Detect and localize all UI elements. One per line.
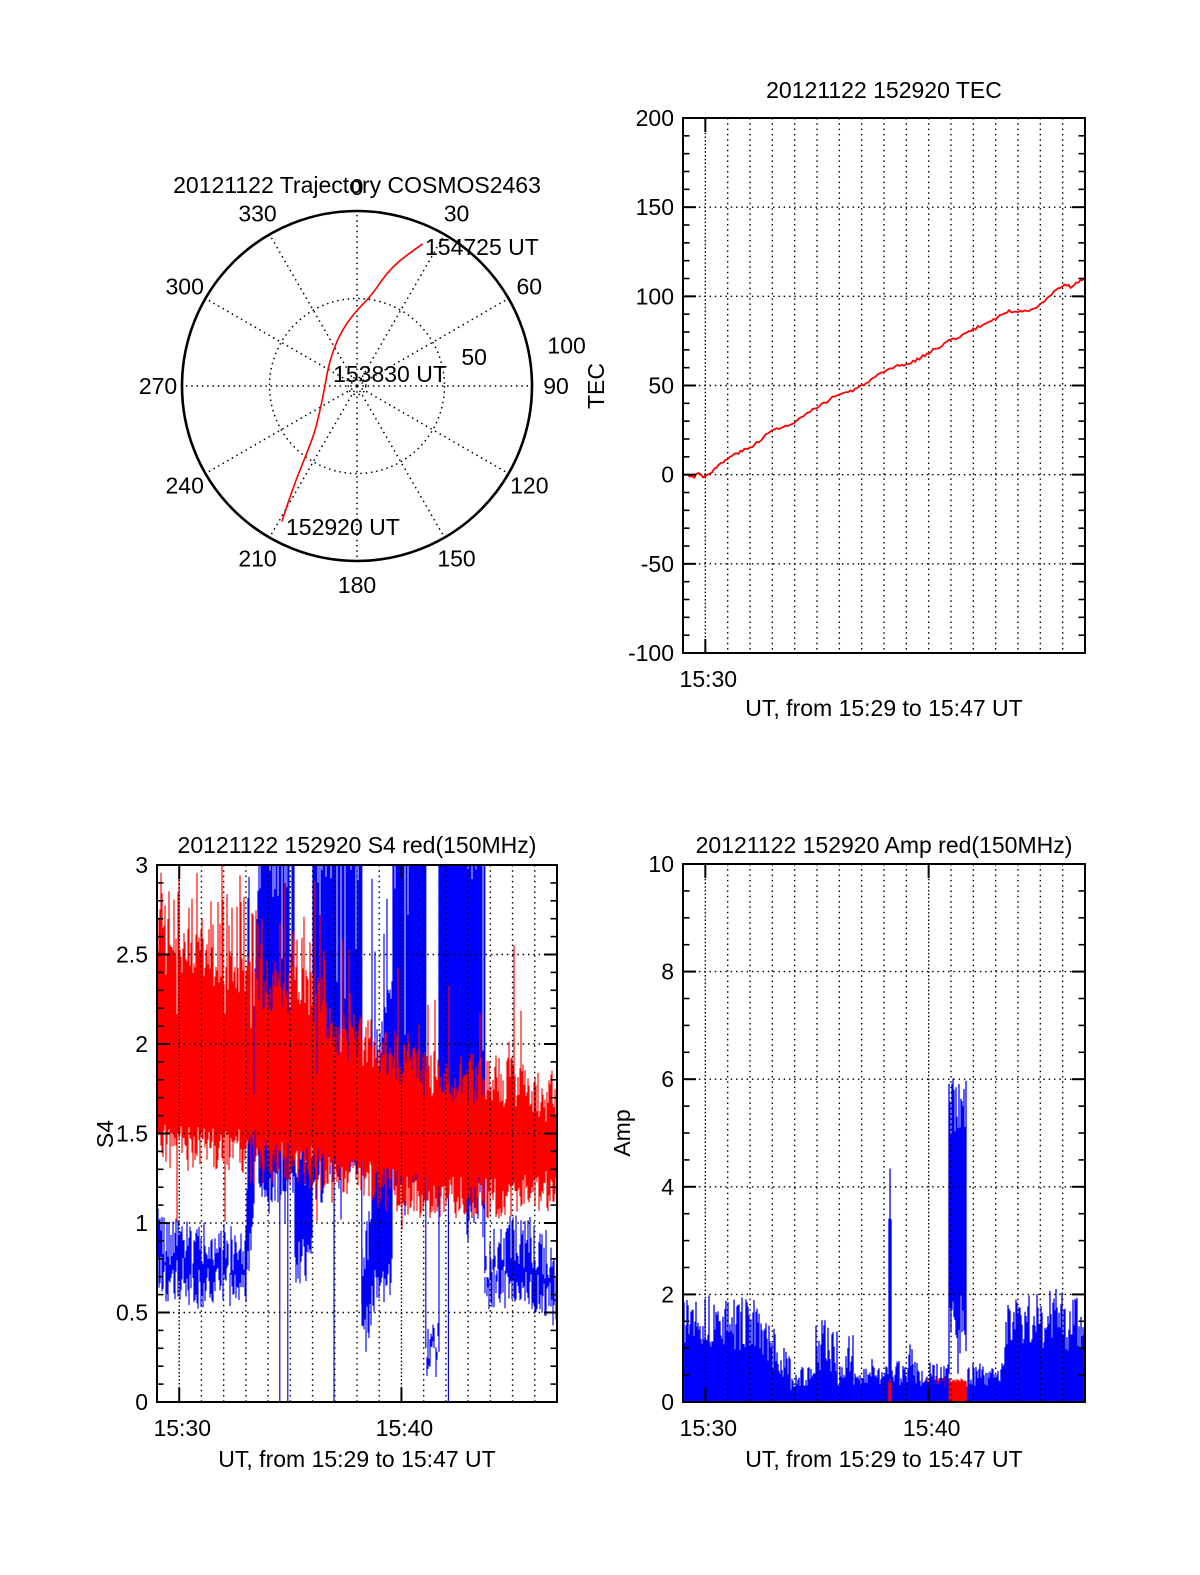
- y-tick-label: -100: [628, 640, 674, 666]
- y-tick-label: 10: [648, 851, 674, 877]
- azimuth-tick-label: 30: [444, 201, 470, 227]
- panel-s4: 20121122 152920 S4 red(150MHz) S4 UT, fr…: [92, 832, 558, 1472]
- azimuth-tick-label: 150: [437, 545, 475, 571]
- x-tick-label: 15:30: [680, 1415, 738, 1441]
- trajectory-plot-area: 0 30 60 90 120 150 180 210 240 270 300 330 50 100 1529…: [139, 174, 586, 598]
- axes-and-ticks: -100 -50 0 50 100 150 200 15:30: [628, 105, 1086, 692]
- y-tick-label: 0: [661, 1389, 674, 1415]
- y-tick-label: 2.5: [116, 942, 148, 968]
- trajectory-time-annotation: 152920 UT: [286, 514, 400, 540]
- azimuth-tick-label: 90: [543, 373, 569, 399]
- y-tick-label: 0.5: [116, 1300, 148, 1326]
- y-tick-label: 100: [636, 283, 674, 309]
- amp-title: 20121122 152920 Amp red(150MHz): [696, 832, 1073, 858]
- y-tick-label: 6: [661, 1066, 674, 1092]
- panel-trajectory: 20121122 Trajectory COSMOS2463 0 30 60 90 12…: [139, 172, 586, 598]
- y-tick-label: 4: [661, 1174, 674, 1200]
- x-tick-label: 15:30: [153, 1415, 211, 1441]
- azimuth-tick-label: 270: [139, 373, 177, 399]
- gridlines: [683, 118, 1085, 653]
- y-tick-label: 50: [648, 373, 674, 399]
- x-tick-label: 15:30: [680, 666, 738, 692]
- tec-ylabel: TEC: [583, 363, 609, 409]
- y-tick-label: -50: [641, 551, 674, 577]
- azimuth-tick-label: 0: [351, 174, 364, 200]
- azimuth-tick-label: 60: [517, 274, 543, 300]
- s4-ylabel: S4: [92, 1120, 118, 1148]
- radial-tick-label: 50: [461, 344, 487, 370]
- axes-and-ticks: 0 2 4 6 8 10 15:30 15:40: [648, 851, 1086, 1441]
- trajectory-title: 20121122 Trajectory COSMOS2463: [173, 172, 541, 198]
- tec-series-line: [686, 277, 1085, 480]
- y-tick-label: 2: [135, 1031, 148, 1057]
- azimuth-tick-label: 330: [238, 201, 276, 227]
- y-tick-label: 1.5: [116, 1121, 148, 1147]
- axes-and-ticks: 0 0.5 1 1.5 2 2.5 3 15:30 15:40: [116, 852, 558, 1441]
- y-tick-label: 1: [135, 1210, 148, 1236]
- trajectory-path: [281, 243, 424, 522]
- trajectory-time-annotation: 154725 UT: [425, 234, 539, 260]
- tec-title: 20121122 152920 TEC: [766, 77, 1002, 103]
- tec-xlabel: UT, from 15:29 to 15:47 UT: [745, 695, 1022, 721]
- azimuth-tick-label: 300: [166, 274, 204, 300]
- y-tick-label: 0: [661, 462, 674, 488]
- panel-tec: 20121122 152920 TEC TEC UT, from 15:29 t…: [583, 77, 1086, 721]
- trajectory-grid: [180, 209, 534, 563]
- tec-plot-area: -100 -50 0 50 100 150 200 15:30: [628, 105, 1086, 692]
- s4-xlabel: UT, from 15:29 to 15:47 UT: [218, 1446, 495, 1472]
- s4-plot-area: 0 0.5 1 1.5 2 2.5 3 15:30 15:40: [116, 852, 558, 1441]
- azimuth-tick-label: 180: [338, 572, 376, 598]
- panel-amp: 20121122 152920 Amp red(150MHz) Amp UT, …: [609, 832, 1086, 1472]
- y-tick-label: 150: [636, 194, 674, 220]
- y-tick-label: 0: [135, 1389, 148, 1415]
- amp-plot-area: 0 2 4 6 8 10 15:30 15:40: [648, 851, 1086, 1441]
- y-tick-label: 8: [661, 959, 674, 985]
- azimuth-tick-label: 210: [238, 545, 276, 571]
- y-tick-label: 2: [661, 1281, 674, 1307]
- radial-tick-label: 100: [547, 332, 585, 358]
- x-tick-label: 15:40: [376, 1415, 434, 1441]
- amp-ylabel: Amp: [609, 1109, 635, 1156]
- y-tick-label: 200: [636, 105, 674, 131]
- azimuth-tick-label: 120: [510, 473, 548, 499]
- gridlines: [157, 865, 557, 1402]
- x-tick-label: 15:40: [903, 1415, 961, 1441]
- amp-xlabel: UT, from 15:29 to 15:47 UT: [745, 1446, 1022, 1472]
- amp-series-Amp-red-front: [888, 1378, 967, 1402]
- s4-title: 20121122 152920 S4 red(150MHz): [178, 832, 537, 858]
- gridlines: [683, 864, 1085, 1402]
- trajectory-axis-labels: 0 30 60 90 120 150 180 210 240 270 300 330 50 100: [139, 174, 586, 598]
- azimuth-tick-label: 240: [166, 473, 204, 499]
- y-tick-label: 3: [135, 852, 148, 878]
- trajectory-time-annotation: 153830 UT: [333, 361, 447, 387]
